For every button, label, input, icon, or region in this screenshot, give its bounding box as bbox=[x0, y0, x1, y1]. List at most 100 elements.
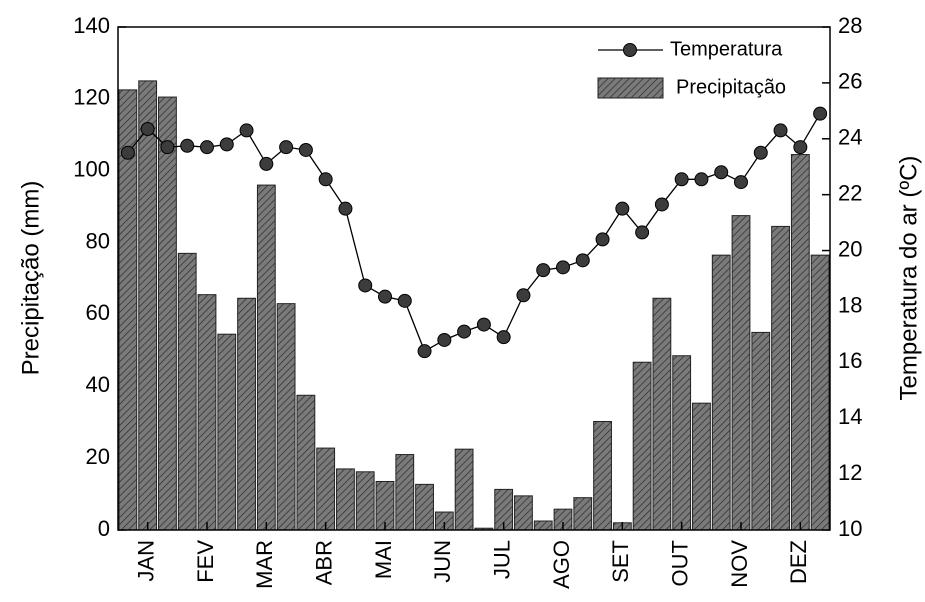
legend-label: Temperatura bbox=[670, 38, 783, 60]
bar bbox=[237, 297, 256, 531]
legend-marker bbox=[623, 43, 637, 57]
marker bbox=[298, 142, 313, 157]
bar bbox=[711, 254, 731, 531]
marker bbox=[279, 140, 294, 155]
y-tick-label: 20 bbox=[86, 444, 110, 469]
bar bbox=[355, 471, 375, 531]
bar bbox=[810, 254, 830, 531]
x-tick-label: NOV bbox=[727, 540, 752, 588]
marker bbox=[417, 344, 432, 359]
bar bbox=[454, 448, 474, 531]
marker bbox=[338, 201, 353, 216]
marker bbox=[239, 123, 254, 138]
bar bbox=[652, 297, 672, 531]
marker bbox=[180, 138, 195, 153]
marker bbox=[793, 140, 808, 155]
bar bbox=[138, 80, 158, 531]
bar bbox=[731, 215, 751, 531]
legend-swatch bbox=[597, 77, 664, 99]
marker bbox=[437, 332, 452, 347]
bar bbox=[593, 420, 612, 531]
marker bbox=[259, 156, 274, 171]
y-tick-label: 60 bbox=[86, 300, 110, 325]
x-tick-label: DEZ bbox=[786, 540, 811, 584]
y-axis-title: Precipitação (mm) bbox=[17, 181, 44, 376]
bar bbox=[533, 520, 553, 531]
marker bbox=[556, 260, 570, 275]
y2-tick-label: 18 bbox=[838, 292, 862, 317]
marker bbox=[595, 232, 610, 247]
y-tick-label: 40 bbox=[86, 372, 110, 397]
bar bbox=[276, 303, 296, 531]
y-tick-label: 0 bbox=[98, 516, 110, 541]
bar bbox=[158, 96, 177, 531]
bar bbox=[632, 361, 652, 531]
marker bbox=[773, 123, 788, 138]
marker bbox=[496, 330, 511, 345]
y-tick-label: 120 bbox=[73, 85, 110, 110]
marker bbox=[318, 172, 333, 187]
x-tick-label: FEV bbox=[193, 540, 218, 583]
bar bbox=[514, 495, 533, 531]
y2-tick-label: 28 bbox=[838, 13, 862, 38]
x-tick-label: OUT bbox=[667, 540, 692, 586]
marker bbox=[714, 165, 729, 180]
y2-tick-label: 22 bbox=[838, 180, 862, 205]
x-tick-label: ABR bbox=[311, 540, 336, 585]
bar bbox=[256, 184, 276, 531]
marker bbox=[160, 140, 175, 155]
x-tick-label: JUN bbox=[430, 540, 455, 583]
marker bbox=[575, 253, 590, 268]
marker bbox=[378, 289, 392, 304]
marker bbox=[694, 172, 709, 187]
bar bbox=[177, 252, 197, 531]
bar bbox=[573, 497, 593, 531]
bar bbox=[415, 483, 434, 531]
x-tick-label: JAN bbox=[133, 540, 158, 582]
marker bbox=[200, 140, 214, 155]
marker bbox=[615, 201, 630, 216]
x-tick-label: SET bbox=[608, 540, 633, 583]
marker bbox=[397, 293, 412, 308]
y-tick-label: 140 bbox=[73, 13, 110, 38]
y2-tick-label: 14 bbox=[838, 404, 862, 429]
marker bbox=[219, 137, 234, 152]
y2-tick-label: 10 bbox=[838, 516, 862, 541]
x-tick-label: MAI bbox=[371, 540, 396, 579]
bar bbox=[217, 333, 237, 531]
bar bbox=[197, 294, 217, 531]
bar bbox=[672, 355, 692, 531]
bar bbox=[296, 394, 316, 531]
bar bbox=[336, 468, 355, 531]
marker bbox=[654, 197, 669, 212]
bar bbox=[751, 331, 771, 531]
y2-tick-label: 16 bbox=[838, 348, 862, 373]
bar bbox=[790, 154, 810, 531]
marker bbox=[635, 225, 650, 240]
marker bbox=[734, 175, 748, 190]
x-tick-label: AGO bbox=[549, 540, 574, 589]
marker bbox=[476, 317, 491, 332]
marker bbox=[536, 263, 551, 278]
x-tick-label: JUL bbox=[489, 540, 514, 579]
bar bbox=[692, 402, 711, 531]
y-tick-label: 100 bbox=[73, 157, 110, 182]
bar bbox=[395, 454, 415, 531]
y2-tick-label: 12 bbox=[838, 460, 862, 485]
marker bbox=[140, 121, 155, 136]
marker bbox=[753, 145, 768, 160]
y2-tick-label: 24 bbox=[838, 125, 862, 150]
y2-tick-label: 20 bbox=[838, 236, 862, 261]
marker bbox=[457, 324, 472, 339]
y2-tick-label: 26 bbox=[838, 69, 862, 94]
marker bbox=[516, 288, 531, 303]
bar bbox=[316, 447, 336, 531]
x-tick-label: MAR bbox=[252, 540, 277, 589]
y2-axis-title: Temperatura do ar (ºC) bbox=[895, 156, 922, 401]
marker bbox=[358, 278, 373, 293]
y-tick-label: 80 bbox=[86, 228, 110, 253]
marker bbox=[120, 145, 135, 160]
plot-frame bbox=[117, 26, 831, 531]
legend-label: Precipitação bbox=[676, 76, 786, 98]
